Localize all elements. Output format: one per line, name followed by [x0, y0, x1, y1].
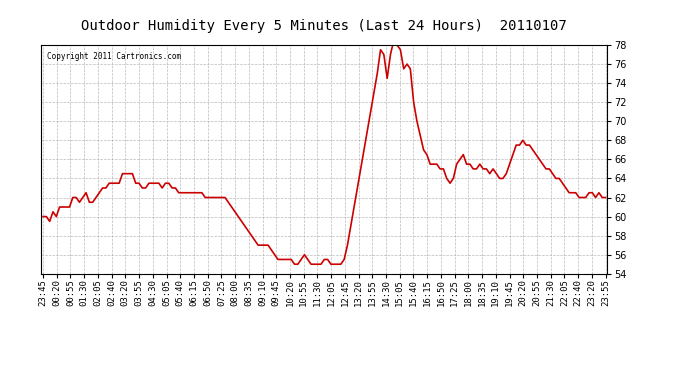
Text: Copyright 2011 Cartronics.com: Copyright 2011 Cartronics.com: [47, 52, 181, 61]
Text: Outdoor Humidity Every 5 Minutes (Last 24 Hours)  20110107: Outdoor Humidity Every 5 Minutes (Last 2…: [81, 19, 567, 33]
